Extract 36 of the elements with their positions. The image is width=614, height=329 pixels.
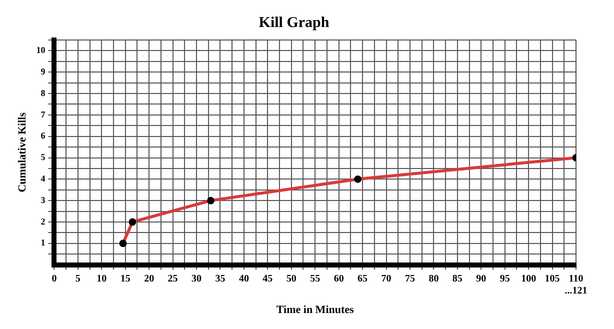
x-tick-label: 85: [452, 273, 462, 284]
y-tick-label: 4: [40, 173, 46, 184]
y-tick-label: 7: [40, 109, 46, 120]
x-tick-label: 75: [404, 273, 415, 284]
x-tick-label: 60: [334, 273, 344, 284]
y-tick-label: 1: [40, 238, 46, 248]
x-tick-label: 90: [476, 273, 486, 284]
x-tick-label: 20: [144, 273, 154, 284]
x-tick-label: 5: [75, 273, 80, 284]
x-tick-label: 45: [262, 273, 273, 284]
y-tick-label: 9: [40, 66, 46, 76]
x-tick-label: 40: [238, 273, 249, 284]
x-tick-label: 65: [358, 273, 368, 284]
x-tick-label: 10: [96, 273, 107, 284]
x-tick-label: 25: [168, 273, 178, 284]
x-tick-label: 95: [500, 273, 510, 284]
y-tick-label: 6: [40, 130, 46, 141]
y-tick-label: 10: [36, 45, 46, 56]
y-axis-title: Cumulative Kills: [16, 112, 28, 192]
x-tick-label: 50: [286, 273, 296, 284]
y-tick-label: 8: [40, 88, 46, 98]
x-tick-label: 55: [310, 273, 320, 284]
x-tick-label: 80: [428, 273, 439, 284]
y-tick-label: 2: [40, 216, 46, 226]
x-tick-label: 35: [215, 273, 226, 284]
y-tick-label: 5: [40, 152, 46, 162]
x-tick-label: 100: [521, 273, 536, 284]
x-tick-label: 0: [52, 273, 57, 284]
x-tick-label: 70: [381, 273, 392, 284]
x-axis-title: Time in Minutes: [276, 304, 355, 316]
y-tick-label: 3: [40, 194, 46, 205]
x-tick-label: 105: [544, 273, 560, 284]
x-tick-label: 110 ...121: [564, 273, 588, 296]
chart-title: Kill Graph: [258, 14, 330, 31]
x-tick-label: 15: [120, 273, 130, 284]
x-tick-label: 30: [192, 273, 202, 284]
